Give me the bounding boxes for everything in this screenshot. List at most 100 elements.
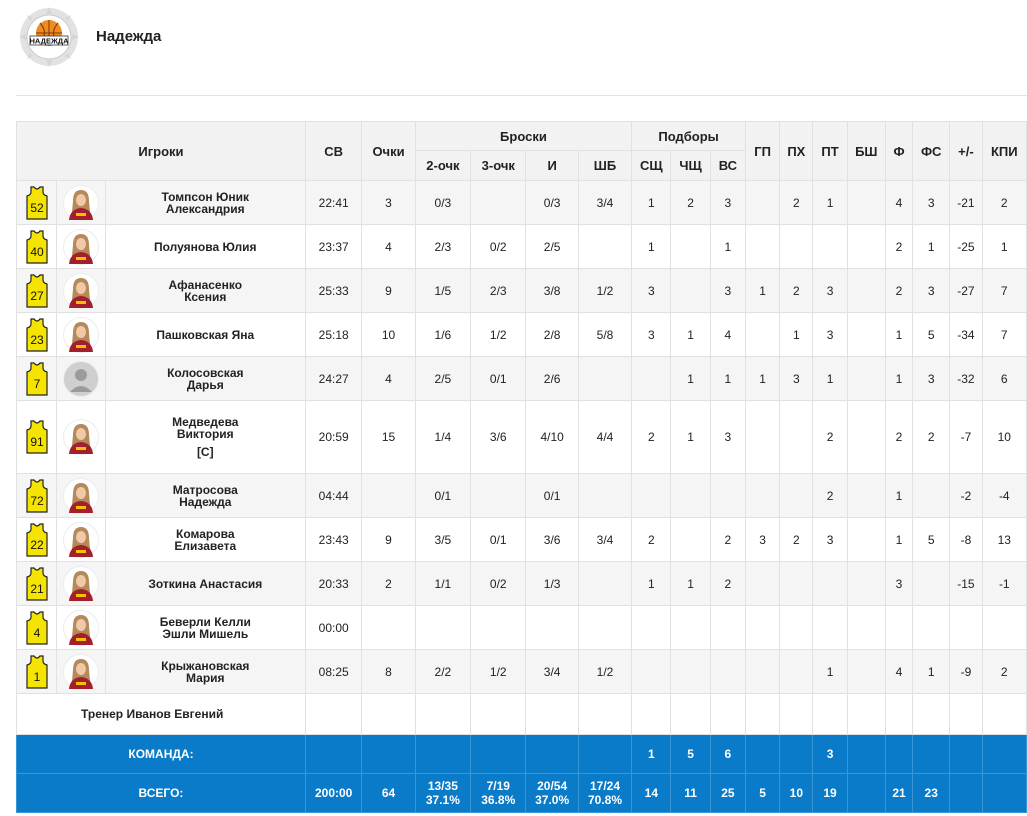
player-name-cell[interactable]: Зоткина Анастасия [104, 561, 306, 606]
stat-three: 1/2 [470, 312, 527, 357]
player-photo[interactable] [62, 360, 99, 397]
col-fd: ФС [912, 121, 951, 181]
stat-blk [846, 605, 886, 650]
player-name[interactable]: Афанасенко Ксения [106, 279, 305, 303]
player-row[interactable]: 7 Колосовская Дарья 24:27 4 2/5 0/1 2/6 1 1 1 3 1 1 3-… [15, 356, 1027, 401]
player-row[interactable]: 91 Медведева Виктория [C] 20:59 15 1/4 3/6 4/10 4… [15, 400, 1027, 474]
player-name-cell[interactable]: Беверли Келли Эшли Мишель [104, 605, 306, 650]
player-row[interactable]: 4 Беверли Келли Эшли Мишель 00:00 [15, 605, 1027, 650]
player-row[interactable]: 40 Полуянова Юлия 23:37 4 2/3 0/2 2/5 1 1 2 1 -25 1 [15, 224, 1027, 269]
player-row[interactable]: 27 Афанасенко Ксения 25:33 9 1/5 2/3 3/8 1/2 3 3 1 2… [15, 268, 1027, 313]
player-name-cell[interactable]: Афанасенко Ксения [104, 268, 306, 313]
player-name-cell[interactable]: Медведева Виктория [C] [104, 400, 306, 474]
total-eff [981, 773, 1027, 813]
player-name[interactable]: Крыжановская Мария [106, 660, 305, 684]
stat-def [631, 649, 672, 694]
player-name[interactable]: Полуянова Юлия [106, 241, 305, 253]
stat-three: 2/3 [470, 268, 527, 313]
player-name[interactable]: Колосовская Дарья [106, 367, 305, 391]
player-photo[interactable] [62, 316, 99, 353]
jersey-cell: 72 [15, 473, 58, 518]
header-divider [16, 95, 1027, 96]
stat-off [670, 473, 711, 518]
player-name-cell[interactable]: Крыжановская Мария [104, 649, 306, 694]
stat-stl [812, 224, 848, 269]
player-name[interactable]: Зоткина Анастасия [106, 578, 305, 590]
total-ft: 17/24 70.8% [577, 773, 633, 813]
stat-to [779, 561, 814, 606]
player-photo[interactable] [62, 419, 99, 455]
jersey-icon: 52 [26, 185, 48, 220]
total-ft-made: 17/24 [589, 779, 621, 793]
player-photo[interactable] [62, 653, 99, 690]
player-photo[interactable] [62, 565, 99, 602]
team-row-label: КОМАНДА: [16, 734, 306, 774]
stat-tot: 3 [709, 180, 747, 225]
stat-ast: 3 [744, 517, 781, 562]
stat-min: 22:41 [304, 180, 363, 225]
stat-min: 25:33 [304, 268, 363, 313]
player-name-line: Александрия [165, 201, 245, 216]
stat-pf: 1 [884, 517, 914, 562]
stat-def: 1 [631, 561, 672, 606]
col-off: ЧЩ [670, 150, 711, 181]
jersey-number: 91 [30, 435, 44, 449]
stat-two: 0/3 [414, 180, 472, 225]
stat-eff: 10 [981, 400, 1027, 474]
stat-blk [846, 561, 886, 606]
stat-pm: -15 [949, 561, 983, 606]
jersey-icon: 7 [26, 361, 48, 396]
player-row[interactable]: 23 Пашковская Яна 25:18 10 1/6 1/2 2/8 5/8 3 1 4 1 3… [15, 312, 1027, 357]
player-row[interactable]: 52 Томпсон Юник Александрия 22:41 3 0/3 0/3 3/4… [15, 180, 1027, 225]
stat-ast [744, 649, 781, 694]
player-name-line: Надежда [179, 494, 232, 509]
player-name[interactable]: Комарова Елизавета [106, 528, 305, 552]
player-row[interactable]: 21 Зоткина Анастасия 20:33 2 1/1 0/2 1/3 1 1 2 3 -1… [15, 561, 1027, 606]
photo-cell [56, 312, 106, 357]
stat-ft: 3/4 [577, 180, 633, 225]
total-ft-pct: 70.8% [587, 793, 623, 807]
stat-min: 23:43 [304, 517, 363, 562]
stat-pm: -9 [949, 649, 983, 694]
stat-three: 0/2 [470, 224, 527, 269]
player-name[interactable]: Томпсон Юник Александрия [106, 191, 305, 215]
photo-cell [56, 605, 106, 650]
total-ast: 5 [744, 773, 781, 813]
stat-fd: 3 [912, 180, 951, 225]
player-name[interactable]: Пашковская Яна [106, 329, 305, 341]
player-photo[interactable] [62, 609, 99, 646]
player-name-line: Беверли Келли [159, 614, 251, 629]
player-row[interactable]: 72 Матросова Надежда 04:44 0/1 0/1 2 1 -2 -4 [15, 473, 1027, 518]
stat-stl: 1 [812, 180, 848, 225]
player-name-cell[interactable]: Пашковская Яна [104, 312, 306, 357]
player-row[interactable]: 1 Крыжановская Мария 08:25 8 2/2 1/2 3/4 1/2 1 4 1-… [15, 649, 1027, 694]
stat-fg: 0/1 [525, 473, 579, 518]
player-name-line: Эшли Мишель [162, 626, 249, 641]
stat-two: 1/4 [414, 400, 472, 474]
player-photo[interactable] [62, 272, 99, 309]
stat-eff: 2 [981, 649, 1027, 694]
stat-pf: 1 [884, 473, 914, 518]
player-photo[interactable] [62, 228, 99, 265]
stat-two [414, 605, 472, 650]
stat-stl: 2 [812, 400, 848, 474]
player-photo[interactable] [62, 521, 99, 558]
player-name[interactable]: Медведева Виктория [C] [106, 416, 305, 458]
total-off: 11 [670, 773, 711, 813]
stat-pf: 4 [884, 649, 914, 694]
stat-min: 20:33 [304, 561, 363, 606]
player-name-cell[interactable]: Колосовская Дарья [104, 356, 306, 401]
player-photo[interactable] [62, 477, 99, 514]
player-row[interactable]: 22 Комарова Елизавета 23:43 9 3/5 0/1 3/6 3/4 2 2 3… [15, 517, 1027, 562]
stat-eff: -4 [981, 473, 1027, 518]
player-name-cell[interactable]: Полуянова Юлия [104, 224, 306, 269]
stat-pts: 9 [361, 268, 416, 313]
player-photo[interactable] [62, 184, 99, 221]
player-name-cell[interactable]: Комарова Елизавета [104, 517, 306, 562]
player-name[interactable]: Матросова Надежда [106, 484, 305, 508]
player-name[interactable]: Беверли Келли Эшли Мишель [106, 616, 305, 640]
player-name-cell[interactable]: Томпсон Юник Александрия [104, 180, 306, 225]
stat-blk [846, 400, 886, 474]
player-name-cell[interactable]: Матросова Надежда [104, 473, 306, 518]
col-tot: ВС [709, 150, 747, 181]
